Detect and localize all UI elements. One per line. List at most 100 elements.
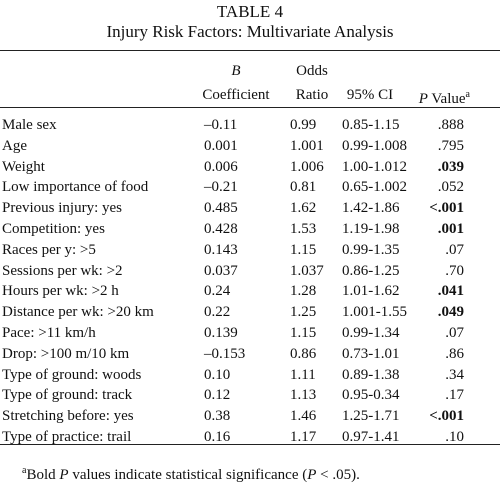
row-label: Hours per wk: >2 h xyxy=(2,283,119,300)
cell: 0.22 xyxy=(204,304,231,321)
header-rule xyxy=(0,107,500,108)
cell: 1.28 xyxy=(290,283,317,300)
table-title: TABLE 4 xyxy=(216,2,284,21)
row-label: Weight xyxy=(2,158,45,175)
cell: 0.95-0.34 xyxy=(342,387,400,404)
bottom-rule xyxy=(0,444,500,445)
text-part: P xyxy=(418,91,428,107)
cell: 0.143 xyxy=(204,241,238,258)
cell: .001 xyxy=(437,221,464,237)
cell: 0.10 xyxy=(204,366,231,383)
cell: <.001 xyxy=(429,200,464,217)
cell: 0.86 xyxy=(290,345,317,362)
cell: .07 xyxy=(445,241,464,258)
cell: 1.46 xyxy=(290,408,317,425)
text-part: Ratio xyxy=(295,87,329,103)
cell: 1.001-1.55 xyxy=(342,304,407,321)
cell: 0.97-1.41 xyxy=(342,429,400,445)
row-label: Competition: yes xyxy=(2,221,105,237)
column-header: B xyxy=(231,62,240,80)
row-label: Previous injury: yes xyxy=(2,200,122,217)
column-header: Coefficient xyxy=(202,86,269,104)
cell: <.001 xyxy=(429,408,464,425)
text-part: a xyxy=(22,465,27,476)
text-part: Coefficient xyxy=(202,87,270,103)
column-header: Ratio xyxy=(296,86,329,104)
text-part: < .05). xyxy=(316,467,360,483)
cell: 1.42-1.86 xyxy=(342,200,400,217)
cell: 1.25 xyxy=(290,304,317,321)
cell: 1.53 xyxy=(290,221,317,237)
row-label: Type of ground: track xyxy=(2,387,133,404)
row-label: Low importance of food xyxy=(2,179,149,196)
cell: 0.428 xyxy=(204,221,238,237)
cell: 0.006 xyxy=(204,158,238,175)
cell: 0.16 xyxy=(204,429,231,445)
cell: 1.17 xyxy=(290,429,317,445)
cell: .07 xyxy=(445,325,464,341)
cell: .049 xyxy=(437,304,464,321)
text-part: B xyxy=(231,63,241,79)
cell: 1.15 xyxy=(290,325,317,341)
cell: .888 xyxy=(437,117,464,133)
text-part: Value xyxy=(427,91,466,107)
cell: .17 xyxy=(445,387,464,404)
cell: 0.037 xyxy=(204,262,238,279)
text-part: P xyxy=(307,467,317,483)
cell: 1.01-1.62 xyxy=(342,283,400,300)
cell: –0.11 xyxy=(204,117,238,133)
cell: 0.24 xyxy=(204,283,231,300)
cell: .052 xyxy=(437,179,464,196)
cell: 0.38 xyxy=(204,408,231,425)
column-header: P Valuea xyxy=(419,86,470,108)
cell: 0.85-1.15 xyxy=(342,117,400,133)
cell: 0.99-1.35 xyxy=(342,241,400,258)
text-part: 95% CI xyxy=(346,87,394,103)
cell: 1.001 xyxy=(290,137,324,154)
cell: 0.139 xyxy=(204,325,238,341)
cell: 1.13 xyxy=(290,387,317,404)
text-part: values indicate statistical significance… xyxy=(68,467,308,483)
row-label: Drop: >100 m/10 km xyxy=(2,345,130,362)
row-label: Type of practice: trail xyxy=(2,429,132,445)
row-label: Male sex xyxy=(2,117,57,133)
cell: .86 xyxy=(445,345,464,362)
cell: .10 xyxy=(445,429,464,445)
row-label: Age xyxy=(2,137,27,154)
cell: 1.19-1.98 xyxy=(342,221,400,237)
text-part: P xyxy=(59,467,69,483)
top-rule xyxy=(0,50,500,51)
cell: .70 xyxy=(445,262,464,279)
row-label: Sessions per wk: >2 xyxy=(2,262,123,279)
row-label: Races per y: >5 xyxy=(2,241,96,258)
cell: 0.485 xyxy=(204,200,238,217)
text-part: Odds xyxy=(296,63,328,79)
cell: 1.037 xyxy=(290,262,324,279)
row-label: Distance per wk: >20 km xyxy=(2,304,154,321)
column-header: Odds xyxy=(296,62,328,80)
cell: 1.25-1.71 xyxy=(342,408,400,425)
cell: 1.006 xyxy=(290,158,324,175)
cell: –0.21 xyxy=(204,179,238,196)
cell: 0.89-1.38 xyxy=(342,366,400,383)
text-part: a xyxy=(465,89,470,100)
cell: 0.73-1.01 xyxy=(342,345,400,362)
cell: 1.00-1.012 xyxy=(342,158,407,175)
cell: 0.81 xyxy=(290,179,317,196)
column-header: 95% CI xyxy=(347,86,393,104)
cell: 0.86-1.25 xyxy=(342,262,400,279)
cell: .795 xyxy=(437,137,464,154)
row-label: Pace: >11 km/h xyxy=(2,325,96,341)
cell: –0.153 xyxy=(204,345,246,362)
footnote: aBold P values indicate statistical sign… xyxy=(22,462,360,484)
cell: 1.62 xyxy=(290,200,317,217)
row-label: Type of ground: woods xyxy=(2,366,142,383)
text-part: Bold xyxy=(26,467,60,483)
row-label: Stretching before: yes xyxy=(2,408,134,425)
cell: 0.99-1.008 xyxy=(342,137,407,154)
cell: .34 xyxy=(445,366,464,383)
cell: 1.11 xyxy=(290,366,316,383)
cell: 0.65-1.002 xyxy=(342,179,407,196)
cell: 1.15 xyxy=(290,241,317,258)
